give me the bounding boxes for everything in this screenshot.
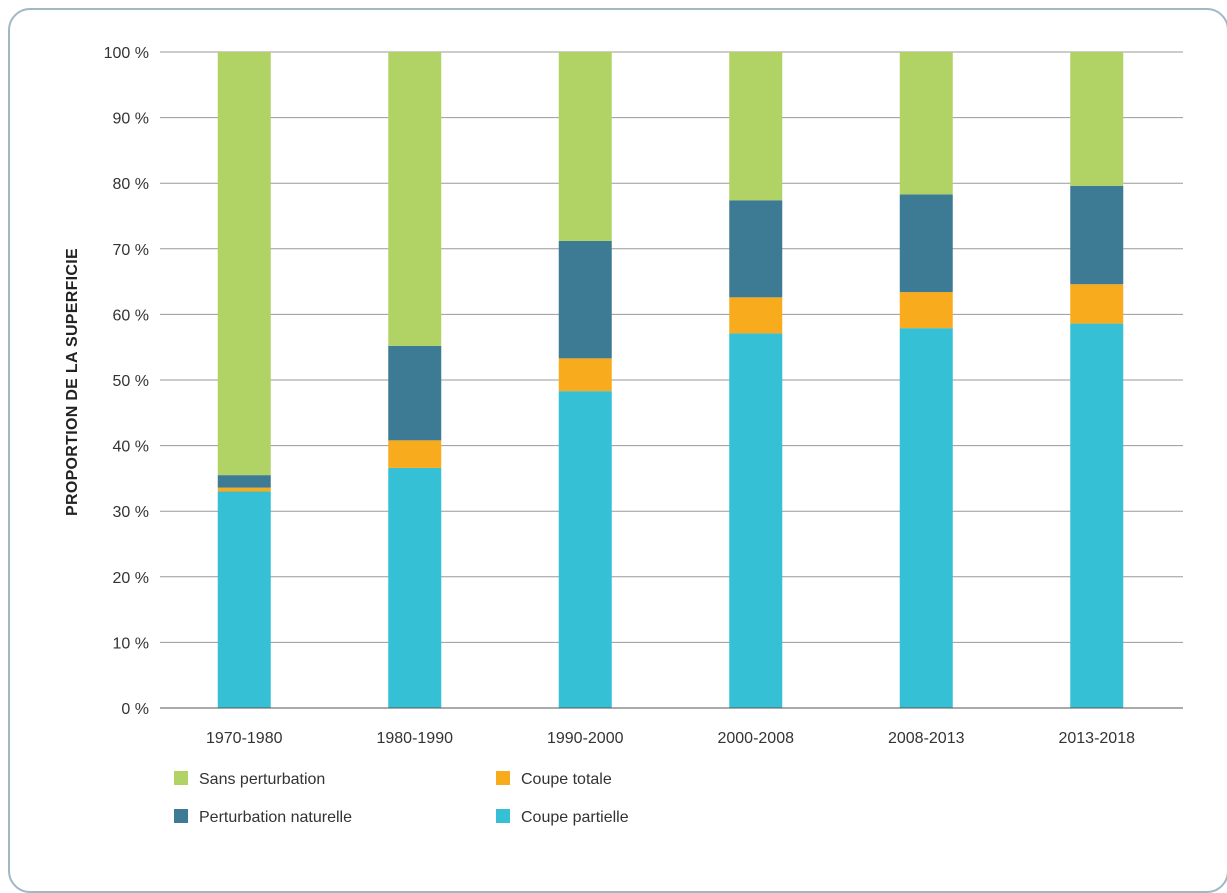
bar-segment-coupe-partielle-2008-2013 (899, 328, 953, 708)
y-tick-label: 70 % (113, 242, 149, 259)
bar-segment-perturbation-naturelle-1970-1980 (217, 475, 271, 488)
bar-segment-coupe-partielle-1980-1990 (388, 467, 442, 708)
bar-segment-perturbation-naturelle-2013-2018 (1070, 185, 1124, 285)
bar-segment-sans-perturbation-1980-1990 (388, 52, 442, 346)
legend-swatch (174, 809, 188, 823)
legend-item-coupe-totale: Coupe totale (496, 771, 612, 788)
x-tick-label: 1980-1990 (376, 730, 453, 747)
legend-swatch (496, 771, 510, 785)
bar-segment-coupe-totale-2013-2018 (1070, 284, 1124, 324)
bar-segment-sans-perturbation-2013-2018 (1070, 52, 1124, 186)
y-tick-label: 40 % (113, 439, 149, 456)
legend-label: Perturbation naturelle (199, 809, 352, 826)
y-tick-label: 30 % (113, 504, 149, 521)
bar-segment-sans-perturbation-1990-2000 (558, 52, 612, 241)
x-tick-label: 2013-2018 (1058, 730, 1135, 747)
y-tick-label: 50 % (113, 373, 149, 390)
y-tick-label: 90 % (113, 111, 149, 128)
y-axis-label: PROPORTION DE LA SUPERFICIE (64, 248, 81, 516)
bar-segment-coupe-totale-2008-2013 (899, 292, 953, 329)
bar-segment-sans-perturbation-1970-1980 (217, 52, 271, 476)
bar-segment-perturbation-naturelle-1980-1990 (388, 345, 442, 441)
bar-segment-coupe-partielle-1990-2000 (558, 391, 612, 708)
bar-segment-perturbation-naturelle-2008-2013 (899, 194, 953, 293)
bar-segment-perturbation-naturelle-1990-2000 (558, 240, 612, 359)
bar-segment-coupe-partielle-1970-1980 (217, 491, 271, 708)
y-tick-label: 80 % (113, 176, 149, 193)
bar-segment-sans-perturbation-2000-2008 (729, 52, 783, 201)
bar-segment-perturbation-naturelle-2000-2008 (729, 200, 783, 298)
x-tick-label: 2000-2008 (717, 730, 794, 747)
x-tick-label: 1970-1980 (206, 730, 283, 747)
legend-label: Sans perturbation (199, 771, 325, 788)
legend: Sans perturbation Coupe totale Perturbatio… (174, 771, 629, 826)
x-tick-label: 2008-2013 (888, 730, 965, 747)
y-tick-label: 20 % (113, 570, 149, 587)
chart-frame (8, 8, 1227, 893)
legend-swatch (496, 809, 510, 823)
bar-segment-coupe-partielle-2000-2008 (729, 333, 783, 708)
legend-item-perturbation-naturelle: Perturbation naturelle (174, 809, 352, 826)
y-tick-label: 100 % (104, 45, 149, 62)
legend-label: Coupe partielle (521, 809, 629, 826)
x-axis-ticks: 1970-1980 1980-1990 1990-2000 2000-2008 2008… (206, 730, 1135, 747)
bar-segment-coupe-totale-1980-1990 (388, 440, 442, 468)
bar-segment-coupe-totale-1970-1980 (217, 487, 271, 492)
y-tick-label: 60 % (113, 307, 149, 324)
y-tick-label: 10 % (113, 635, 149, 652)
x-tick-label: 1990-2000 (547, 730, 624, 747)
legend-swatch (174, 771, 188, 785)
legend-label: Coupe totale (521, 771, 612, 788)
bar-segment-coupe-partielle-2013-2018 (1070, 323, 1124, 708)
bar-segment-coupe-totale-2000-2008 (729, 297, 783, 334)
bar-segment-coupe-totale-1990-2000 (558, 358, 612, 392)
bar-segment-sans-perturbation-2008-2013 (899, 52, 953, 195)
y-tick-label: 0 % (121, 701, 149, 718)
legend-item-sans-perturbation: Sans perturbation (174, 771, 325, 788)
legend-item-coupe-partielle: Coupe partielle (496, 809, 629, 826)
y-axis-ticks: 0 % 10 % 20 % 30 % 40 % 50 % 60 % 70 % 80 % 90 % 1… (104, 45, 149, 718)
gridlines (160, 51, 1183, 643)
bars (217, 52, 1124, 708)
